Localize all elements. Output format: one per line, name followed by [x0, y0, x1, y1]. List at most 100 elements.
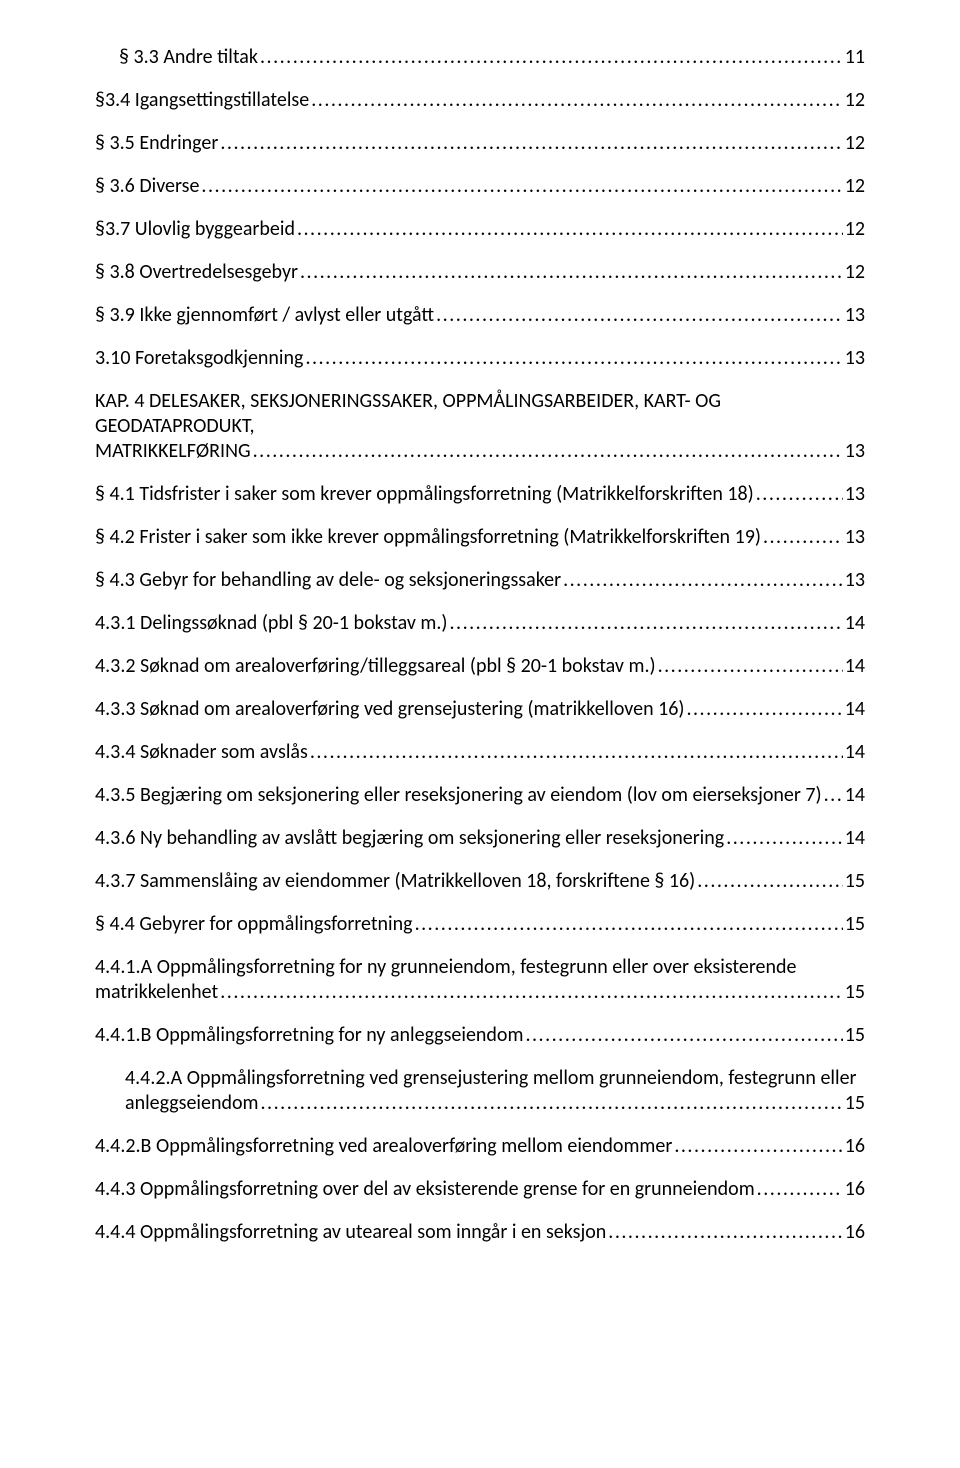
toc-leader	[253, 439, 843, 464]
toc-entry: §3.7 Ulovlig byggearbeid 12	[95, 217, 865, 242]
toc-leader	[260, 45, 843, 70]
toc-entry: 3.10 Foretaksgodkjenning 13	[95, 346, 865, 371]
toc-leader	[415, 912, 843, 937]
toc-leader	[563, 568, 843, 593]
toc-page-number: 13	[845, 303, 865, 328]
toc-entry: § 4.3 Gebyr for behandling av dele- og s…	[95, 568, 865, 593]
toc-title: § 3.3 Andre tiltak	[119, 45, 258, 70]
toc-page-number: 16	[845, 1177, 865, 1202]
toc-title-tail: matrikkelenhet	[95, 980, 218, 1005]
table-of-contents: § 3.3 Andre tiltak 11 §3.4 Igangsettingsti…	[95, 45, 865, 1245]
toc-leader	[757, 1177, 843, 1202]
toc-title: 4.3.6 Ny behandling av avslått begjæring…	[95, 826, 724, 851]
toc-page-number: 11	[845, 45, 865, 70]
toc-title: § 3.8 Overtredelsesgebyr	[95, 260, 298, 285]
toc-page-number: 15	[845, 869, 865, 894]
toc-leader	[305, 346, 842, 371]
toc-page-number: 12	[845, 131, 865, 156]
toc-leader	[449, 611, 842, 636]
toc-title: § 4.1 Tidsfrister i saker som krever opp…	[95, 482, 754, 507]
toc-title: § 3.5 Endringer	[95, 131, 218, 156]
toc-entry: 4.3.6 Ny behandling av avslått begjæring…	[95, 826, 865, 851]
toc-entry: 4.3.4 Søknader som avslås 14	[95, 740, 865, 765]
toc-entry: 4.3.7 Sammenslåing av eiendommer (Matrik…	[95, 869, 865, 894]
toc-page-number: 12	[845, 260, 865, 285]
toc-lastline: anleggseiendom 15	[125, 1091, 865, 1116]
toc-page-number: 14	[845, 826, 865, 851]
toc-page-number: 15	[845, 1091, 865, 1116]
toc-page-number: 15	[845, 1023, 865, 1048]
toc-page-number: 13	[845, 482, 865, 507]
toc-page-number: 14	[845, 783, 865, 808]
toc-lastline: matrikkelenhet 15	[95, 980, 865, 1005]
toc-lastline: MATRIKKELFØRING13	[95, 439, 865, 464]
toc-page-number: 16	[845, 1220, 865, 1245]
toc-title: §3.7 Ulovlig byggearbeid	[95, 217, 295, 242]
toc-entry: 4.4.4 Oppmålingsforretning av uteareal s…	[95, 1220, 865, 1245]
toc-title: 4.4.1.B Oppmålingsforretning for ny anle…	[95, 1023, 523, 1048]
toc-entry: 4.4.2.A Oppmålingsforretning ved grensej…	[95, 1066, 865, 1116]
toc-entry: § 3.9 Ikke gjennomført / avlyst eller ut…	[95, 303, 865, 328]
toc-leader	[220, 131, 842, 156]
toc-title: 4.3.3 Søknad om arealoverføring ved gren…	[95, 697, 684, 722]
toc-title: 3.10 Foretaksgodkjenning	[95, 346, 303, 371]
toc-page-number: 12	[845, 88, 865, 113]
toc-leader	[220, 980, 842, 1005]
toc-leader	[311, 88, 843, 113]
toc-page-number: 14	[845, 740, 865, 765]
toc-leader	[697, 869, 842, 894]
toc-entry: 4.3.1 Delingssøknad (pbl § 20-1 bokstav …	[95, 611, 865, 636]
toc-entry: 4.4.3 Oppmålingsforretning over del av e…	[95, 1177, 865, 1202]
toc-title: KAP. 4 DELESAKER, SEKSJONERINGSSAKER, OP…	[95, 389, 865, 439]
toc-leader	[608, 1220, 842, 1245]
toc-leader	[726, 826, 843, 851]
toc-title: 4.4.1.A Oppmålingsforretning for ny grun…	[95, 955, 865, 980]
toc-entry: § 3.8 Overtredelsesgebyr 12	[95, 260, 865, 285]
toc-entry: § 4.1 Tidsfrister i saker som krever opp…	[95, 482, 865, 507]
toc-page-number: 14	[845, 611, 865, 636]
toc-leader	[658, 654, 843, 679]
toc-page-number: 14	[845, 654, 865, 679]
toc-title: § 3.9 Ikke gjennomført / avlyst eller ut…	[95, 303, 434, 328]
toc-entry: §3.4 Igangsettingstillatelse 12	[95, 88, 865, 113]
toc-title: § 4.2 Frister i saker som ikke krever op…	[95, 525, 761, 550]
toc-page-number: 16	[845, 1134, 865, 1159]
toc-leader	[525, 1023, 842, 1048]
toc-page-number: 13	[845, 439, 865, 464]
toc-entry: 4.4.1.A Oppmålingsforretning for ny grun…	[95, 955, 865, 1005]
toc-entry: 4.3.2 Søknad om arealoverføring/tilleggs…	[95, 654, 865, 679]
toc-leader	[436, 303, 843, 328]
toc-title: 4.3.4 Søknader som avslås	[95, 740, 308, 765]
toc-leader	[686, 697, 842, 722]
toc-title-tail: anleggseiendom	[125, 1091, 259, 1116]
toc-leader	[763, 525, 843, 550]
toc-entry: § 3.6 Diverse 12	[95, 174, 865, 199]
toc-leader	[300, 260, 843, 285]
toc-entry: 4.4.2.B Oppmålingsforretning ved arealov…	[95, 1134, 865, 1159]
toc-leader	[297, 217, 843, 242]
toc-page-number: 12	[845, 217, 865, 242]
toc-title: §3.4 Igangsettingstillatelse	[95, 88, 309, 113]
toc-page-number: 13	[845, 346, 865, 371]
toc-page-number: 12	[845, 174, 865, 199]
toc-title: 4.4.2.A Oppmålingsforretning ved grensej…	[125, 1066, 865, 1091]
toc-page-number: 15	[845, 980, 865, 1005]
toc-entry: § 3.3 Andre tiltak 11	[95, 45, 865, 70]
toc-entry: § 3.5 Endringer 12	[95, 131, 865, 156]
toc-title: § 3.6 Diverse	[95, 174, 199, 199]
toc-title: 4.4.2.B Oppmålingsforretning ved arealov…	[95, 1134, 672, 1159]
toc-page-number: 13	[845, 525, 865, 550]
toc-title: 4.3.5 Begjæring om seksjonering eller re…	[95, 783, 822, 808]
toc-leader	[310, 740, 843, 765]
toc-entry: 4.3.5 Begjæring om seksjonering eller re…	[95, 783, 865, 808]
toc-title: § 4.3 Gebyr for behandling av dele- og s…	[95, 568, 561, 593]
toc-entry: § 4.2 Frister i saker som ikke krever op…	[95, 525, 865, 550]
toc-page-number: 13	[845, 568, 865, 593]
toc-leader	[756, 482, 843, 507]
toc-entry: 4.4.1.B Oppmålingsforretning for ny anle…	[95, 1023, 865, 1048]
toc-title: 4.3.2 Søknad om arealoverføring/tilleggs…	[95, 654, 656, 679]
toc-leader	[201, 174, 842, 199]
toc-title: 4.3.7 Sammenslåing av eiendommer (Matrik…	[95, 869, 695, 894]
toc-page-number: 15	[845, 912, 865, 937]
toc-title: 4.4.3 Oppmålingsforretning over del av e…	[95, 1177, 755, 1202]
